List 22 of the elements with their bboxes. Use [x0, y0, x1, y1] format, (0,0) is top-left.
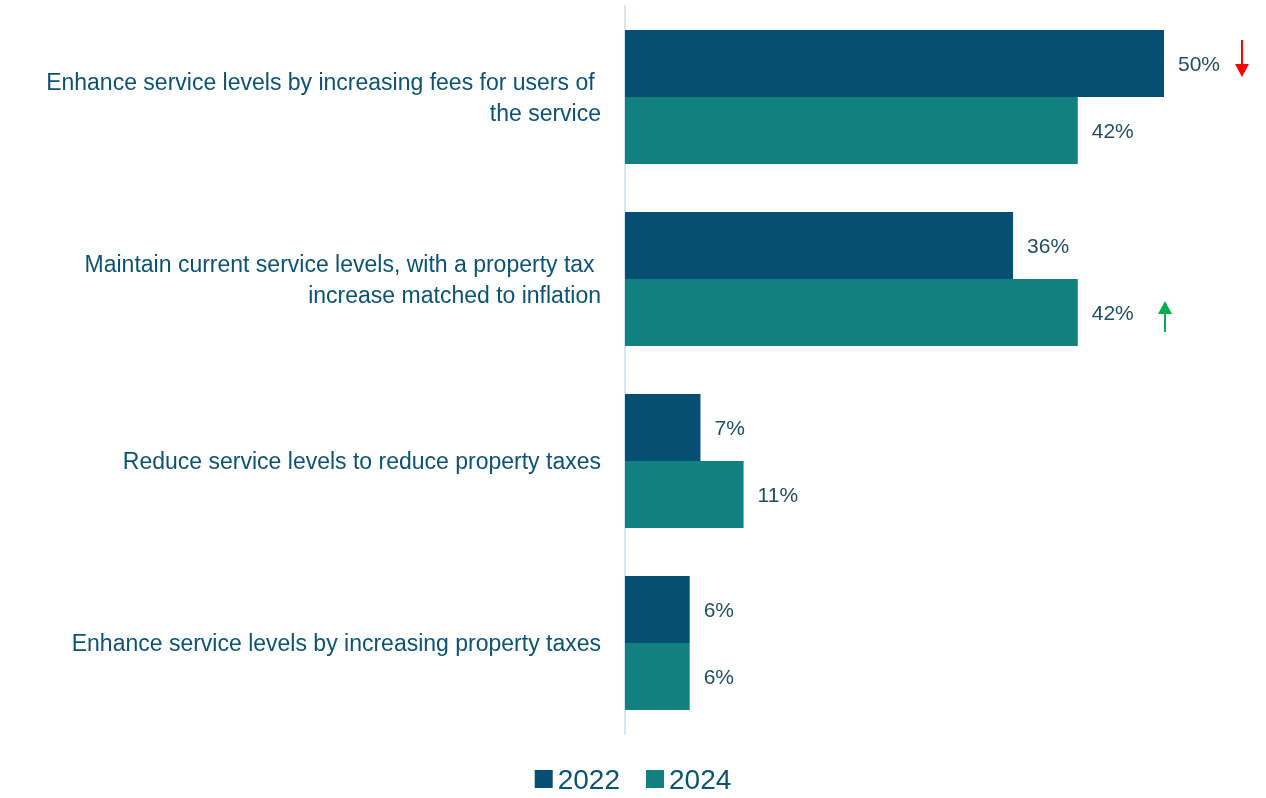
data-label: 11%: [757, 483, 799, 506]
bar: [625, 97, 1078, 164]
bar: [625, 30, 1164, 97]
data-label: 6%: [703, 665, 735, 688]
bar: [625, 576, 690, 643]
bar: [625, 394, 701, 461]
bar: [625, 279, 1078, 346]
bar: [625, 643, 690, 710]
y-tick-label: Enhance service levels by increasing fees for users of the service: [46, 68, 601, 126]
data-label: 7%: [714, 416, 745, 439]
legend-label: 2024: [669, 763, 732, 795]
y-tick-label: Reduce service levels to reduce property taxes: [122, 448, 601, 474]
bar: [625, 461, 744, 528]
data-label: 42%: [1091, 119, 1134, 142]
y-tick-label: Maintain current service levels, with a property tax increase matched to inflation: [84, 250, 601, 308]
legend-label: 2022: [557, 763, 621, 795]
bar: [625, 212, 1014, 279]
data-label: 50%: [1178, 52, 1221, 75]
data-label: 6%: [703, 598, 735, 621]
data-label: 36%: [1027, 234, 1070, 257]
y-tick-label: Enhance service levels by increasing property taxes: [71, 630, 601, 656]
data-label: 42%: [1091, 301, 1134, 324]
